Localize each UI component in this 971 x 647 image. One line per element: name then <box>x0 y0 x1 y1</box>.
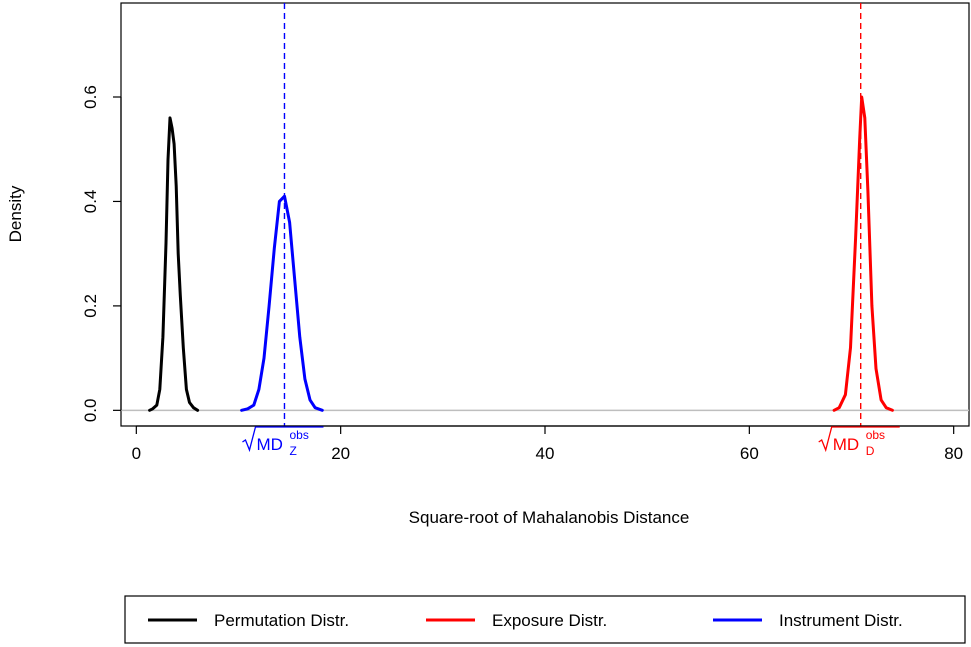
series-line-2 <box>832 95 894 412</box>
series-line-1 <box>148 116 200 412</box>
y-axis-title: Density <box>6 185 25 242</box>
y-tick-label: 0.4 <box>81 190 100 214</box>
annotation-sub: Z <box>289 444 296 458</box>
sqrt-radical <box>242 426 324 453</box>
annotation-sub: D <box>866 444 875 458</box>
annotation-sup: obs <box>289 428 308 442</box>
sqrt-radical <box>818 426 900 453</box>
x-tick-label: 0 <box>132 444 141 463</box>
observed-annotation-2: MD obs D <box>818 426 900 458</box>
density-curves <box>148 95 894 412</box>
y-tick-label: 0.2 <box>81 294 100 318</box>
annotation-base: MD <box>833 435 859 454</box>
y-axis: 0.0 0.2 0.4 0.6 <box>81 85 122 423</box>
annotation-base: MD <box>256 435 282 454</box>
legend-label-1: Permutation Distr. <box>214 611 349 630</box>
x-tick-label: 40 <box>536 444 555 463</box>
y-tick-label: 0.6 <box>81 85 100 109</box>
legend-label-2: Exposure Distr. <box>492 611 607 630</box>
series-line-3 <box>240 194 324 412</box>
annotations: MD obs Z MD obs D <box>242 426 900 458</box>
legend-label-3: Instrument Distr. <box>779 611 903 630</box>
legend-box <box>124 595 966 644</box>
legend-items: Permutation Distr. Exposure Distr. Instrum… <box>148 611 903 630</box>
x-axis-title: Square-root of Mahalanobis Distance <box>409 508 690 527</box>
reference-lines <box>283 3 862 426</box>
annotation-sup: obs <box>866 428 885 442</box>
x-tick-label: 20 <box>331 444 350 463</box>
x-tick-label: 60 <box>740 444 759 463</box>
legend: Permutation Distr. Exposure Distr. Instrum… <box>124 595 966 644</box>
observed-annotation-1: MD obs Z <box>242 426 324 458</box>
x-axis: 0 20 40 60 80 <box>132 425 963 463</box>
x-tick-label: 80 <box>944 444 963 463</box>
y-tick-label: 0.0 <box>81 399 100 423</box>
